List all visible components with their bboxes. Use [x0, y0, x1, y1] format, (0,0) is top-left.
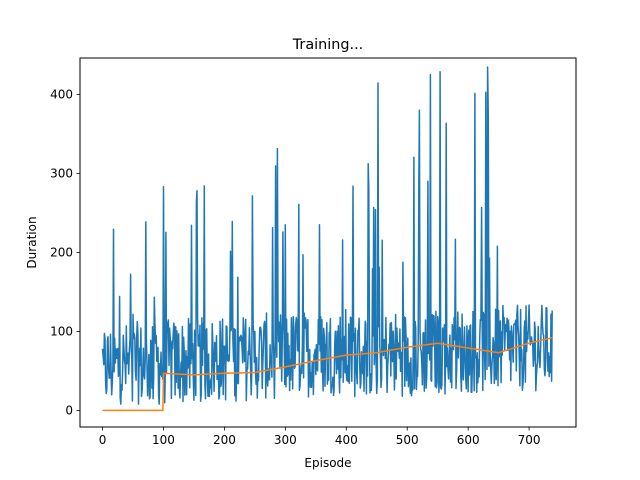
x-tick-label: 100 — [152, 433, 175, 447]
series-duration-line — [101, 66, 553, 405]
x-tick-label: 300 — [274, 433, 297, 447]
moving-average-line — [102, 336, 553, 412]
axes-frame — [79, 57, 577, 428]
y-tick-label: 400 — [50, 88, 73, 102]
x-tick-label: 0 — [99, 433, 107, 447]
y-tick-label: 0 — [65, 404, 73, 418]
y-tick-label: 300 — [50, 167, 73, 181]
series-moving-average-line — [102, 336, 553, 412]
y-axis-ticks: 0 100 200 300 400 — [50, 88, 80, 418]
plot-area: 0 100 200 300 400 500 600 700 0 100 200 300 400 — [50, 57, 577, 447]
y-axis-label: Duration — [25, 216, 39, 268]
y-tick-label: 200 — [50, 246, 73, 260]
x-tick-label: 600 — [457, 433, 480, 447]
y-tick-label: 100 — [50, 325, 73, 339]
x-axis-label: Episode — [304, 456, 351, 470]
x-tick-label: 500 — [396, 433, 419, 447]
chart-title: Training... — [292, 37, 364, 53]
x-tick-label: 700 — [518, 433, 541, 447]
duration-line — [101, 66, 553, 405]
x-tick-label: 200 — [213, 433, 236, 447]
x-axis-ticks: 0 100 200 300 400 500 600 700 — [99, 427, 541, 447]
x-tick-label: 400 — [335, 433, 358, 447]
